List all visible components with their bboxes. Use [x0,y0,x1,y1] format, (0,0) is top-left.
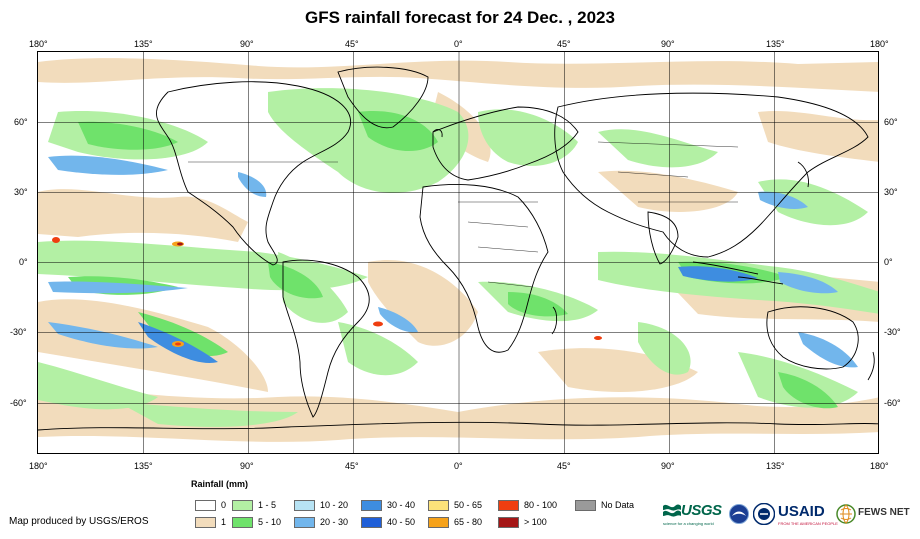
lon-label-bottom: 180° [870,461,889,471]
lon-label-bottom: 90° [240,461,254,471]
lat-label-left: 30° [14,187,28,197]
lat-label-right: -30° [884,327,901,337]
lon-label-bottom: 135° [766,461,785,471]
usaid-logo[interactable]: USAID FROM THE AMERICAN PEOPLE [753,498,838,530]
legend-label: 80 - 100 [524,500,558,510]
lon-label-bottom: 45° [345,461,359,471]
lon-label-bottom: 45° [557,461,571,471]
lat-label-left: -30° [10,327,27,337]
lon-label-bottom: 180° [29,461,48,471]
legend-label: 1 - 5 [258,500,277,510]
lat-label-left: -60° [10,398,27,408]
south-america-outline [282,259,370,418]
greenland-outline [337,66,429,129]
map-canvas [38,52,878,453]
usgs-wordmark: USGS [681,502,722,519]
africa-outline [419,184,549,353]
japan-outline [797,161,809,188]
lat-label-right: 0° [884,257,893,267]
usgs-logo[interactable]: USGS science for a changing world [663,498,728,530]
producer-credit: Map produced by USGS/EROS [9,516,149,527]
rain-1-5mm-areas [38,88,878,427]
uk-outline [432,129,443,138]
usaid-seal-icon [753,503,775,525]
noaa-logo[interactable] [729,498,751,530]
legend-label: 5 - 10 [258,517,282,527]
fews-globe-icon [836,504,856,524]
asia-outline [554,92,869,258]
legend-title: Rainfall (mm) [191,479,249,489]
antarctica-outline [38,421,878,431]
rain-intense-areas [52,237,602,347]
lon-label-top: 45° [345,39,359,49]
legend-label: > 100 [524,517,547,527]
legend-swatch [575,500,596,511]
lat-label-right: -60° [884,398,901,408]
lon-label-bottom: 0° [454,461,463,471]
australia-outline [766,306,859,370]
legend-swatch [428,517,449,528]
legend-label: 10 - 20 [320,500,349,510]
legend-swatch [428,500,449,511]
lon-label-top: 0° [454,39,463,49]
fews-net-logo[interactable]: FEWS NET [836,498,918,530]
map-title: GFS rainfall forecast for 24 Dec. , 2023 [305,8,615,27]
legend-swatch [294,500,315,511]
legend-swatch [232,517,253,528]
legend-swatch [361,500,382,511]
legend-label: 20 - 30 [320,517,349,527]
usaid-tagline: FROM THE AMERICAN PEOPLE [778,521,838,526]
lat-label-right: 60° [884,117,898,127]
lat-label-right: 30° [884,187,898,197]
rainfall-map[interactable] [37,51,879,454]
legend-label: 65 - 80 [454,517,483,527]
lon-label-top: 90° [661,39,675,49]
lon-label-top: 45° [557,39,571,49]
lat-label-left: 0° [19,257,28,267]
lon-label-top: 135° [766,39,785,49]
legend-label: 1 [221,517,227,527]
legend-label: 50 - 65 [454,500,483,510]
lon-label-top: 90° [240,39,254,49]
lon-label-bottom: 135° [134,461,153,471]
legend-swatch [498,517,519,528]
legend-swatch [195,517,216,528]
legend-label: 40 - 50 [387,517,416,527]
lon-label-top: 180° [29,39,48,49]
lat-label-left: 60° [14,117,28,127]
north-america-outline [156,81,351,266]
legend-label: 30 - 40 [387,500,416,510]
lon-label-top: 180° [870,39,889,49]
legend-label: 0 [221,500,227,510]
continent-outlines [38,66,878,431]
fews-net-wordmark: FEWS NET [858,507,910,518]
lon-label-bottom: 90° [661,461,675,471]
noaa-emblem-icon [729,504,749,524]
legend-swatch [498,500,519,511]
new-zealand-outline [867,351,875,381]
legend-swatch [294,517,315,528]
madagascar-outline [551,306,558,335]
agency-logos: USGS science for a changing world USAID … [663,498,918,530]
legend-swatch [232,500,253,511]
legend-swatch [361,517,382,528]
graticule [38,52,878,453]
legend-label: No Data [601,500,635,510]
legend-swatch [195,500,216,511]
usaid-wordmark: USAID [778,503,825,520]
lon-label-top: 135° [134,39,153,49]
usgs-tagline: science for a changing world [663,521,714,526]
europe-outline [432,106,579,181]
usgs-wave-icon [663,504,681,517]
country-borders [188,141,739,288]
